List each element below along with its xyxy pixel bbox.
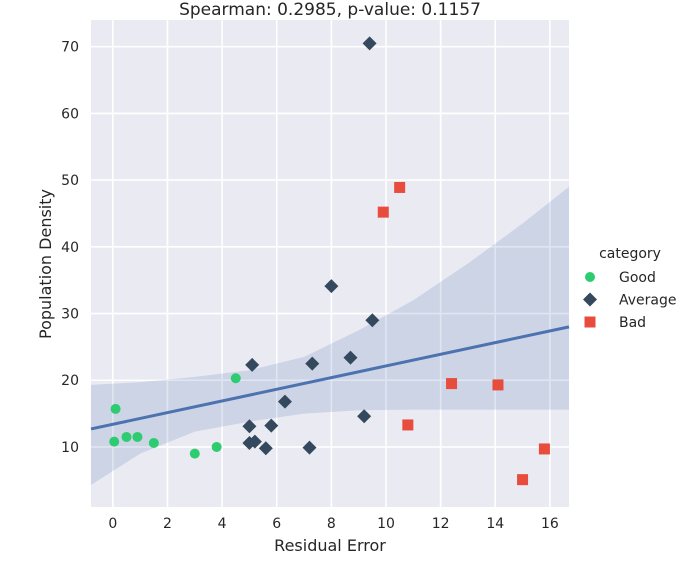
data-point-bad — [492, 379, 504, 391]
data-point-good — [230, 373, 241, 384]
data-point-average — [365, 313, 380, 328]
x-axis-title: Residual Error — [274, 536, 386, 555]
legend-label-average: Average — [619, 293, 677, 309]
y-tick-label: 70 — [61, 40, 79, 56]
data-point-average — [242, 419, 257, 434]
data-point-good — [109, 436, 120, 447]
confidence-band-area — [91, 186, 569, 486]
legend-title: category — [599, 246, 661, 262]
x-axis-ticks: 0 2 4 6 8 10 12 14 16 — [108, 516, 558, 532]
y-tick-label: 10 — [61, 440, 79, 456]
data-point-average — [324, 279, 339, 294]
data-point-good — [121, 431, 132, 442]
x-tick-label: 12 — [432, 516, 450, 532]
plot-background — [91, 20, 569, 507]
y-tick-label: 60 — [61, 106, 79, 122]
data-points — [109, 36, 550, 486]
legend-marker-average — [583, 292, 597, 307]
x-tick-label: 14 — [486, 516, 504, 532]
grid-lines — [91, 20, 569, 507]
x-tick-label: 8 — [327, 516, 336, 532]
confidence-band — [91, 186, 569, 486]
data-point-bad — [517, 474, 529, 486]
legend-marker-good — [585, 272, 595, 282]
data-point-good — [211, 441, 222, 452]
data-point-average — [305, 356, 320, 371]
data-point-average — [264, 418, 279, 433]
data-point-average — [343, 350, 358, 365]
data-point-average — [247, 434, 262, 449]
regression-fit-line — [90, 325, 570, 431]
chart-title: Spearman: 0.2985, p-value: 0.1157 — [179, 0, 481, 20]
data-point-average — [245, 357, 260, 372]
x-tick-label: 16 — [541, 516, 559, 532]
y-tick-label: 30 — [61, 307, 79, 323]
data-point-average — [357, 409, 372, 424]
y-tick-label: 50 — [61, 173, 79, 189]
y-axis-title: Population Density — [36, 189, 55, 339]
regression-line — [90, 325, 570, 431]
x-tick-label: 4 — [218, 516, 227, 532]
data-point-average — [362, 36, 377, 51]
data-point-bad — [446, 378, 458, 390]
data-point-average — [302, 440, 317, 455]
y-tick-label: 20 — [61, 373, 79, 389]
data-point-good — [148, 437, 159, 448]
y-axis-ticks: 10 20 30 40 50 60 70 — [61, 40, 79, 456]
data-point-good — [132, 431, 143, 442]
data-point-good — [189, 448, 200, 459]
legend-marker-bad — [584, 316, 596, 328]
data-point-good — [110, 403, 121, 414]
data-point-average — [258, 441, 273, 456]
x-tick-label: 6 — [272, 516, 281, 532]
x-tick-label: 10 — [377, 516, 395, 532]
data-point-bad — [538, 443, 550, 455]
legend-label-good: Good — [619, 270, 656, 286]
data-point-bad — [394, 181, 406, 193]
data-point-average — [277, 394, 292, 409]
data-point-bad — [377, 206, 389, 218]
legend: category Good Average Bad — [583, 246, 677, 331]
y-tick-label: 40 — [61, 240, 79, 256]
data-point-bad — [402, 419, 414, 431]
legend-label-bad: Bad — [619, 315, 646, 331]
x-tick-label: 0 — [108, 516, 117, 532]
x-tick-label: 2 — [163, 516, 172, 532]
